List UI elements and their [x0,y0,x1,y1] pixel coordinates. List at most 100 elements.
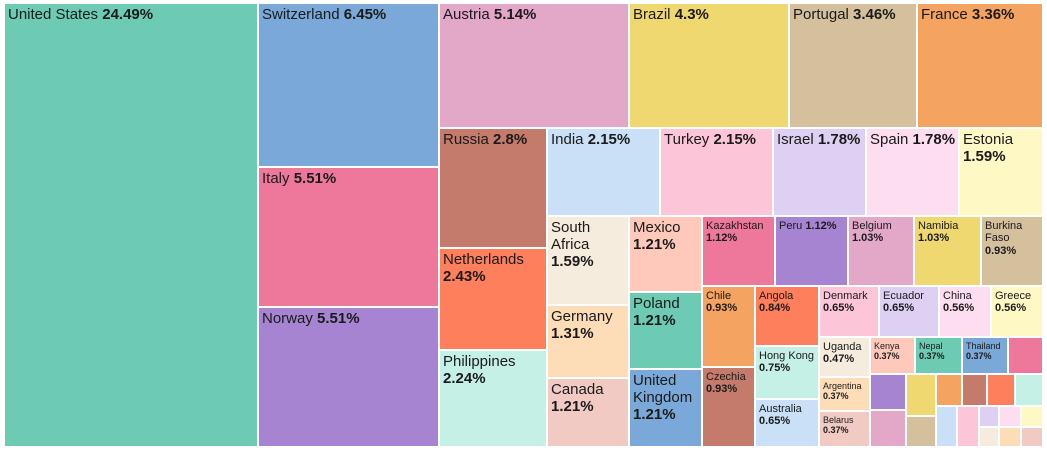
treemap-tile-unlabeled [999,406,1021,427]
tile-country-name: Poland [633,295,680,312]
treemap-tile-unlabeled [962,374,987,406]
treemap-tile-unlabeled [957,406,979,447]
treemap-tile-turkey: Turkey 2.15% [660,128,773,216]
tile-label: United States 24.49% [8,6,255,24]
tile-country-name: South Africa [551,219,591,253]
treemap-tile-united-states: United States 24.49% [4,3,258,447]
tile-country-name: Israel [777,131,814,148]
tile-value-label: 1.59% [963,147,1006,165]
tile-country-name: Ecuador [883,290,924,302]
tile-country-name: Nepal [919,341,943,351]
tile-value-label: 0.93% [706,302,738,315]
treemap-tile-denmark: Denmark 0.65% [819,286,879,337]
tile-value-label: 24.49% [102,6,154,23]
tile-country-name: Chile [706,290,732,302]
tile-label: Germany 1.31% [551,308,626,343]
tile-label: Russia 2.8% [443,131,544,149]
treemap-tile-chile: Chile 0.93% [702,286,755,367]
tile-value-label: 6.45% [343,6,387,23]
treemap-tile-mexico: Mexico 1.21% [629,216,702,292]
tile-value-label: 1.21% [633,405,676,423]
tile-value-label: 0.56% [995,302,1027,315]
tile-label: Portugal 3.46% [793,6,914,24]
tile-value-label: 1.21% [633,311,676,329]
treemap-tile-greece: Greece 0.56% [991,286,1043,337]
tile-label: United Kingdom 1.21% [633,372,699,423]
treemap-tile-philippines: Philippines 2.24% [439,350,547,447]
tile-value-label: 1.03% [852,232,884,245]
treemap-tile-unlabeled [979,406,999,427]
tile-label: Denmark 0.65% [823,290,876,315]
tile-value-label: 0.37% [966,351,992,362]
tile-value-label: 0.93% [985,244,1017,257]
tile-value-label: 0.37% [823,425,849,436]
tile-country-name: Mexico [633,219,681,236]
tile-label: Belgium 1.03% [852,220,911,245]
tile-country-name: Austria [443,6,490,23]
tile-country-name: Kenya [874,341,900,351]
treemap-tile-unlabeled [936,374,962,406]
tile-label: Philippines 2.24% [443,353,544,388]
tile-country-name: Italy [262,170,290,187]
tile-label: Namibia 1.03% [918,220,978,245]
tile-country-name: United States [8,6,99,23]
tile-country-name: Germany [551,308,613,325]
treemap-tile-germany: Germany 1.31% [547,305,629,378]
tile-value-label: 5.51% [293,170,337,187]
tile-value-label: 2.24% [443,369,486,387]
tile-country-name: Switzerland [262,6,340,23]
tile-country-name: Belarus [823,415,854,425]
tile-value-label: 0.37% [919,351,945,362]
treemap-tile-canada: Canada 1.21% [547,378,629,447]
tile-country-name: Brazil [633,6,671,23]
treemap-tile-unlabeled [987,374,1015,406]
tile-label: Nepal 0.37% [919,341,959,361]
tile-label: Thailand 0.37% [966,341,1005,361]
treemap-tile-unlabeled [1015,374,1043,406]
tile-label: Norway 5.51% [262,310,436,328]
treemap-tile-angola: Angola 0.84% [755,286,819,346]
treemap-tile-unlabeled [870,374,906,410]
treemap-tile-belgium: Belgium 1.03% [848,216,914,286]
tile-label: Spain 1.78% [870,131,956,149]
treemap-tile-norway: Norway 5.51% [258,307,439,447]
tile-label: Angola 0.84% [759,290,816,315]
treemap-tile-italy: Italy 5.51% [258,167,439,307]
tile-label: Burkina Faso 0.93% [985,220,1040,257]
tile-label: Greece 0.56% [995,290,1040,315]
treemap-tile-nepal: Nepal 0.37% [915,337,962,374]
tile-country-name: Norway [262,310,313,327]
tile-value-label: 0.65% [759,415,791,428]
tile-label: Netherlands 2.43% [443,251,544,286]
treemap-tile-spain: Spain 1.78% [866,128,959,216]
treemap-tile-unlabeled [936,406,957,447]
treemap-tile-unlabeled [1021,427,1043,447]
tile-country-name: Australia [759,403,802,415]
treemap-tile-austria: Austria 5.14% [439,3,629,128]
tile-value-label: 3.46% [853,6,896,23]
treemap-tile-unlabeled [979,427,999,447]
tile-value-label: 2.15% [587,131,631,148]
tile-label: Hong Kong 0.75% [759,350,816,375]
tile-label: Belarus 0.37% [823,415,867,435]
tile-label: Estonia 1.59% [963,131,1040,166]
tile-country-name: Denmark [823,290,868,302]
tile-value-label: 1.12% [805,220,837,232]
tile-label: France 3.36% [921,6,1040,24]
tile-country-name: Portugal [793,6,849,23]
tile-label: India 2.15% [551,131,657,149]
tile-country-name: Canada [551,381,604,398]
tile-value-label: 1.78% [912,131,956,148]
tile-value-label: 0.37% [823,391,849,402]
tile-value-label: 0.84% [759,302,791,315]
tile-value-label: 0.75% [759,362,791,375]
treemap-tile-india: India 2.15% [547,128,660,216]
tile-country-name: Argentina [823,381,862,391]
tile-value-label: 0.65% [823,302,855,315]
treemap-tile-hong-kong: Hong Kong 0.75% [755,346,819,399]
tile-value-label: 1.31% [551,324,594,342]
treemap-tile-unlabeled [999,427,1021,447]
tile-country-name: Russia [443,131,489,148]
treemap-tile-estonia: Estonia 1.59% [959,128,1043,216]
